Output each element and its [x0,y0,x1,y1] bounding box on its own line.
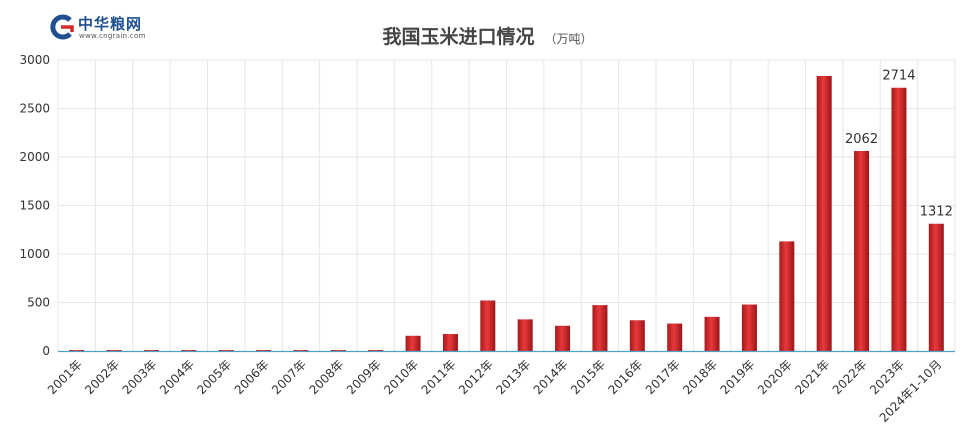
bar [704,316,720,351]
x-tick-label: 2020年 [755,357,795,397]
x-tick-label: 2013年 [493,357,533,397]
bar [106,350,122,351]
bar [779,241,795,351]
x-tick-label: 2009年 [344,357,384,397]
brand-logo: 中华粮网 www.cngrain.com [48,12,188,42]
bar [69,350,85,351]
bar [629,320,645,351]
x-tick-label: 2006年 [232,357,272,397]
data-label: 2714 [882,69,915,84]
bar [592,305,608,351]
bar [667,323,683,351]
x-tick-label: 2007年 [269,357,309,397]
bar [405,335,421,351]
bar [517,319,533,351]
x-tick-label: 2012年 [456,357,496,397]
bar [928,223,944,351]
bar [293,350,309,351]
x-tick-label: 2017年 [643,357,683,397]
y-tick-label: 500 [27,296,50,310]
brand-mark-icon [50,14,74,40]
data-label: 1312 [920,205,953,220]
bars [69,76,944,351]
bar [218,350,234,351]
x-tick-label: 2019年 [718,357,758,397]
data-label: 2062 [845,132,878,147]
x-tick-label: 2010年 [381,357,421,397]
y-tick-label: 1500 [19,199,50,213]
chart-title: 我国玉米进口情况 [382,26,535,48]
bar [181,350,197,351]
bar [368,350,384,351]
x-tick-label: 2022年 [830,357,870,397]
x-tick-label: 2016年 [605,357,645,397]
y-tick-label: 3000 [19,53,50,67]
x-tick-label: 2021年 [792,357,832,397]
bar [256,350,272,351]
x-tick-label: 2001年 [45,357,85,397]
x-tick-label: 2008年 [306,357,346,397]
bar [330,350,346,351]
grid [57,59,956,351]
x-tick-label: 2002年 [82,357,122,397]
x-tick-label: 2014年 [531,357,571,397]
x-tick-label: 2011年 [419,357,459,397]
x-tick-label: 2015年 [568,357,608,397]
bar [854,150,870,351]
brand-name: 中华粮网 [78,15,143,33]
bar [442,334,458,351]
y-tick-label: 1000 [19,247,50,261]
brand-url: www.cngrain.com [79,32,146,40]
x-tick-label: 2005年 [194,357,234,397]
bar [555,325,571,351]
x-tick-label: 2018年 [680,357,720,397]
y-tick-label: 2500 [19,102,50,116]
y-tick-label: 2000 [19,150,50,164]
chart-unit: （万吨） [544,32,593,46]
bar [816,76,832,351]
bar [480,300,496,351]
bar [143,350,159,351]
chart-header: 我国玉米进口情况 （万吨） [0,22,975,49]
labels: 2062 2714 1312 [845,69,953,220]
x-tick-label: 2003年 [120,357,160,397]
bar [741,304,757,351]
y-tick-label: 0 [42,344,50,358]
bar [891,87,907,351]
x-tick-label: 2004年 [157,357,197,397]
